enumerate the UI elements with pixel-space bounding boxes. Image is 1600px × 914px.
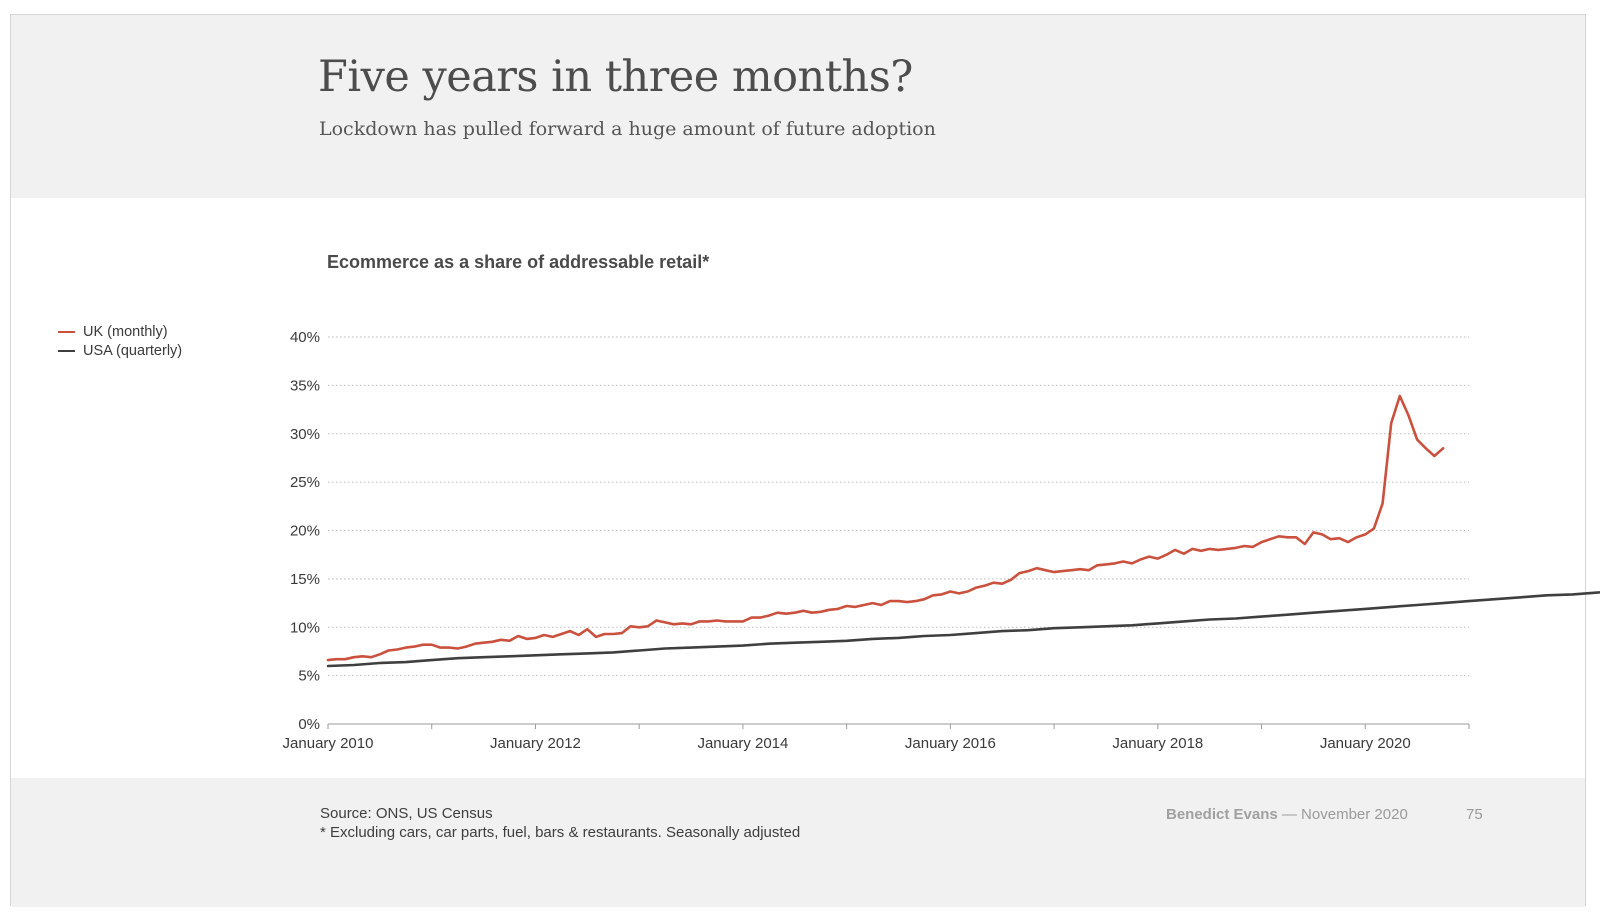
- grid-layer: [328, 336, 1469, 677]
- x-tick-label: January 2016: [905, 735, 996, 752]
- chart-legend: UK (monthly) USA (quarterly): [58, 322, 182, 360]
- axis-layer: 0% 5% 10% 15% 20% 25% 30% 35% 40% January 2010 Jan…: [283, 329, 1470, 752]
- x-tick-label: January 2020: [1320, 735, 1411, 752]
- footnote-line: * Excluding cars, car parts, fuel, bars …: [320, 824, 801, 841]
- page-number: 75: [1466, 806, 1483, 823]
- chart-band: [11, 198, 1585, 778]
- y-tick-label: 10%: [290, 619, 320, 636]
- legend-label-usa: USA (quarterly): [83, 342, 183, 359]
- legend-swatch-uk: [58, 330, 75, 333]
- x-tick-label: January 2010: [283, 735, 374, 752]
- slide-title: Five years in three months?: [318, 52, 913, 102]
- slide-subtitle: Lockdown has pulled forward a huge amoun…: [319, 118, 936, 140]
- source-line: Source: ONS, US Census: [320, 805, 493, 822]
- y-tick-label: 0%: [298, 716, 320, 733]
- x-tick-label: January 2012: [490, 735, 581, 752]
- footer-credit: Benedict Evans — November 2020: [1166, 806, 1408, 823]
- series-line-usa: [326, 590, 1600, 668]
- legend-item-uk: UK (monthly): [58, 322, 182, 341]
- series-layer: [326, 394, 1600, 668]
- chart-title: Ecommerce as a share of addressable reta…: [327, 252, 710, 272]
- y-tick-label: 15%: [290, 571, 320, 588]
- source-note: Source: ONS, US Census * Excluding cars,…: [320, 804, 800, 842]
- legend-label-uk: UK (monthly): [83, 323, 168, 340]
- y-tick-label: 30%: [290, 426, 320, 443]
- y-tick-label: 40%: [290, 329, 320, 346]
- y-tick-label: 20%: [290, 523, 320, 540]
- footer-band: [11, 778, 1585, 907]
- legend-item-usa: USA (quarterly): [58, 341, 182, 360]
- slide: [10, 14, 1586, 907]
- y-tick-label: 25%: [290, 474, 320, 491]
- author-name: Benedict Evans: [1166, 806, 1278, 823]
- y-tick-label: 35%: [290, 377, 320, 394]
- series-line-uk: [326, 394, 1445, 662]
- x-tick-label: January 2014: [697, 735, 788, 752]
- legend-swatch-usa: [58, 349, 75, 352]
- header-band: [11, 15, 1585, 198]
- footer-date: — November 2020: [1281, 806, 1408, 823]
- y-tick-label: 5%: [298, 668, 320, 685]
- x-tick-label: January 2018: [1112, 735, 1203, 752]
